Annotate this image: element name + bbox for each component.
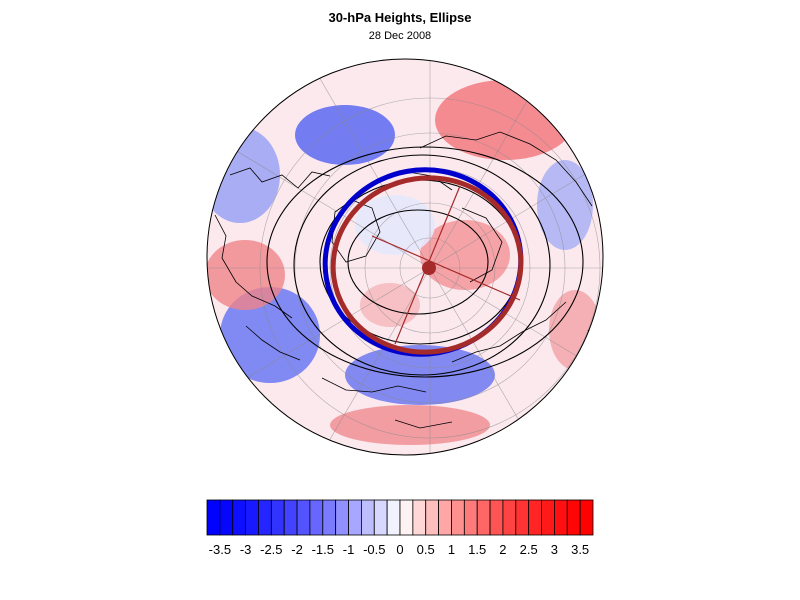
- colorbar-tick-label: -0.5: [363, 542, 386, 557]
- colorbar-box: [579, 499, 594, 536]
- colorbar-box: [360, 499, 375, 536]
- colorbar-tick-label: -3.5: [208, 542, 232, 557]
- colorbar-box: [528, 499, 542, 536]
- colorbar-box: [206, 499, 221, 536]
- colorbar-box: [476, 499, 491, 536]
- colorbar-box: [541, 499, 555, 536]
- fitted-ellipse: [330, 175, 524, 355]
- colorbar-tick-label: -1: [342, 542, 355, 557]
- colorbar-box: [566, 499, 581, 536]
- colorbar-tick-label: 0.5: [416, 542, 435, 557]
- colorbar-tick-label: 2: [499, 542, 507, 557]
- colorbar-box: [335, 499, 349, 536]
- colorbar-tick-label: 3: [550, 542, 559, 557]
- colorbar-box: [399, 499, 414, 536]
- colorbar-tick-label: 3.5: [571, 542, 590, 557]
- colorbar-box: [283, 499, 298, 536]
- colorbar-tick-label: -2: [291, 542, 303, 557]
- colorbar-box: [425, 499, 440, 536]
- colorbar-box: [412, 499, 427, 536]
- colorbar-box: [258, 499, 272, 536]
- colorbar-box: [322, 499, 337, 536]
- colorbar-box: [451, 499, 465, 536]
- colorbar-box: [489, 499, 504, 536]
- colorbar-box: [515, 499, 530, 536]
- globe-outline: [206, 58, 604, 456]
- colorbar-tick-label: -2.5: [260, 542, 283, 557]
- ellipse-major-axis: [371, 235, 521, 301]
- colorbar-box: [309, 499, 324, 536]
- colorbar-box: [270, 499, 285, 536]
- map-date: 28 Dec 2008: [368, 30, 432, 42]
- colorbar-box: [245, 499, 259, 536]
- ellipse-centroid: [422, 261, 436, 275]
- colorbar-box: [373, 499, 388, 536]
- colorbar-box: [296, 499, 311, 536]
- colorbar-tick-label: 1.5: [468, 542, 487, 557]
- colorbar-tick-label: 2.5: [519, 542, 538, 557]
- colorbar-tick-label: 1: [447, 542, 456, 557]
- colorbar-box: [386, 499, 401, 536]
- colorbar-box: [219, 499, 234, 536]
- colorbar-tick-label: -3: [239, 542, 252, 557]
- colorbar-box: [554, 499, 568, 536]
- colorbar: [206, 499, 594, 536]
- colorbar-box: [438, 499, 452, 536]
- map-title: 30-hPa Heights, Ellipse: [328, 10, 472, 25]
- colorbar-tick-label: -1.5: [311, 542, 334, 557]
- colorbar-box: [348, 499, 362, 536]
- colorbar-tick-label: 0: [396, 542, 404, 557]
- colorbar-box: [502, 499, 517, 536]
- colorbar-box: [463, 499, 478, 536]
- coastlines: [214, 131, 599, 429]
- colorbar-labels: -3.5 -3 -2.5 -2 -1.5 -1 -0.5 0 0.5 1 1.5 2 2.5 3 3.5: [0, 542, 800, 562]
- colorbar-box: [232, 499, 247, 536]
